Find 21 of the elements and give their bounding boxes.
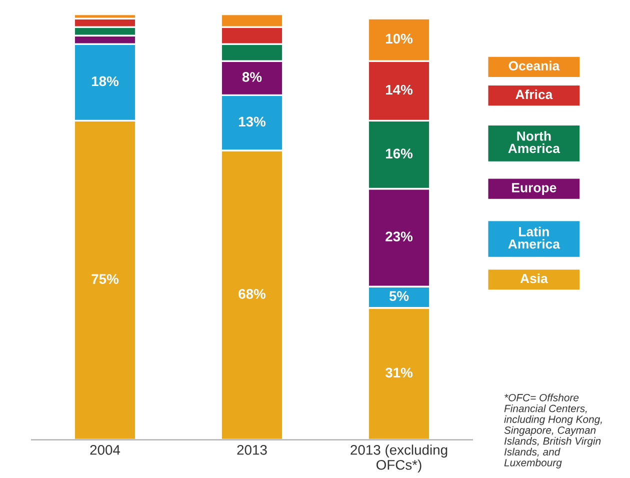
text: Latin America	[508, 226, 560, 249]
data-label: 5%	[389, 291, 409, 301]
data-label: 31%	[385, 368, 413, 378]
data-label: 10%	[386, 34, 413, 44]
text: Europe	[512, 183, 556, 195]
text: North America	[508, 131, 560, 154]
x-tick-label: 2013 (excluding OFCs*)	[350, 444, 448, 473]
data-label: 13%	[238, 116, 266, 127]
data-label: 23%	[386, 232, 413, 242]
text: Oceania	[508, 60, 560, 70]
data-label: 8%	[242, 72, 262, 82]
text: *OFC= Offshore Financial Centers, including Hong Kong, Singapore, Cayman Islands, British Virgin Islands, and Luxembourg	[504, 394, 602, 468]
x-tick-label: 2004	[90, 444, 120, 455]
data-label: 75%	[92, 274, 119, 284]
data-label: 18%	[92, 76, 119, 86]
data-label: 16%	[386, 148, 413, 158]
text: Africa	[516, 89, 553, 100]
data-label: 14%	[386, 84, 413, 95]
text: Asia	[520, 273, 548, 284]
x-tick-label: 2013	[237, 444, 267, 455]
data-label: 68%	[238, 289, 266, 299]
